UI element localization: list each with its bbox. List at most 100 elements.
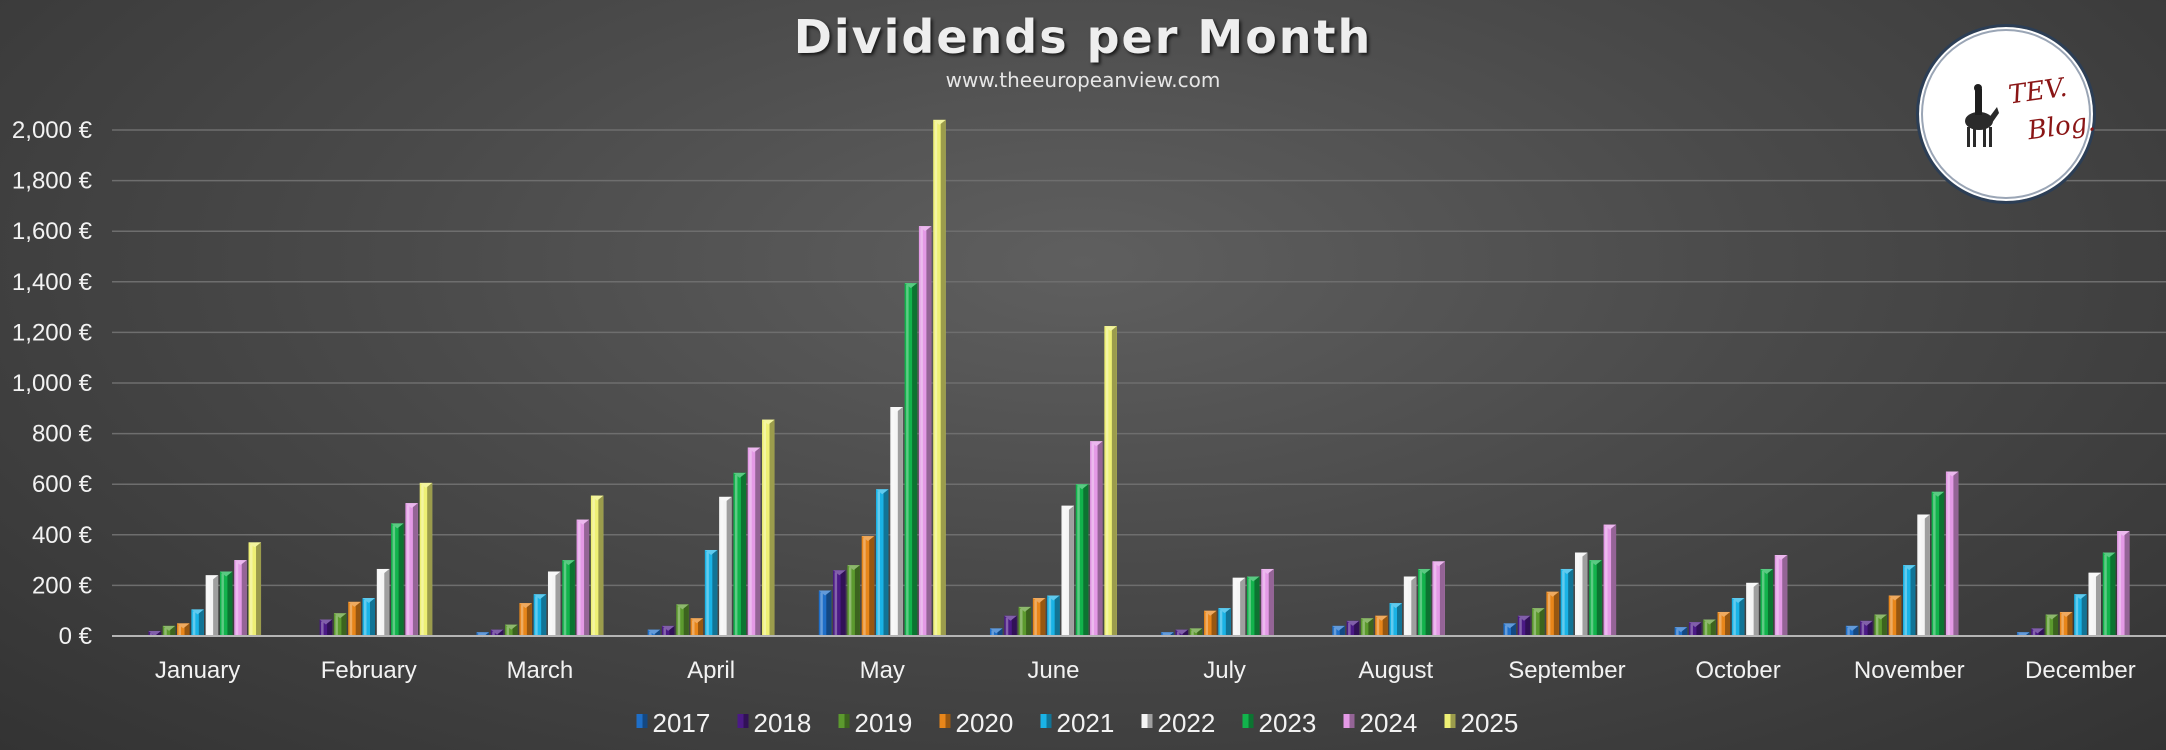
bar-shade [1339, 625, 1345, 636]
legend-swatch [1343, 714, 1355, 728]
bar-cap [1432, 561, 1445, 567]
bar-cap [647, 629, 661, 635]
legend-swatch [1242, 714, 1254, 728]
bar-shade [997, 628, 1003, 636]
bar-cap [547, 571, 561, 577]
legend-swatch [636, 714, 648, 728]
bar-cap [1688, 622, 1702, 628]
bar-cap [177, 623, 190, 629]
legend-item-2024: 2024 [1343, 708, 1417, 738]
bar-highlight [1519, 617, 1522, 635]
bar-2018-april [661, 625, 675, 636]
legend-swatch [737, 714, 749, 728]
bar-shade [1739, 598, 1745, 636]
bar-cap [519, 603, 532, 609]
bar-highlight [1020, 608, 1023, 635]
bar-highlight [877, 491, 880, 635]
legend-swatch [1040, 714, 1052, 728]
bar-highlight [1348, 622, 1351, 635]
bar-shade [256, 542, 262, 636]
legend-swatch-shade [1248, 714, 1254, 728]
bar-shade [1225, 608, 1231, 636]
bar-shade [669, 625, 675, 636]
bar-cap [234, 560, 247, 566]
bar-cap [1018, 606, 1032, 612]
bar-shade [1939, 491, 1945, 636]
bar-highlight [149, 632, 153, 635]
bar-highlight [677, 606, 681, 635]
bar-shade [1611, 524, 1617, 636]
logo-text: TEV. Blog. [2006, 66, 2098, 152]
bar-highlight [1776, 557, 1779, 635]
x-tick-label-june: June [1027, 657, 1079, 684]
bar-cap [2016, 632, 2030, 638]
bar-highlight [706, 551, 709, 635]
bar-cap [1075, 484, 1089, 490]
bar-shade [712, 549, 718, 636]
bar-shade [1054, 595, 1060, 636]
bar-shade [1525, 615, 1531, 636]
bar-shade [726, 496, 732, 636]
bar-shade [598, 495, 604, 636]
tev-blog-logo: TEV. Blog. [1916, 24, 2098, 204]
bar-highlight [1890, 597, 1893, 635]
bar-highlight [1262, 570, 1266, 635]
bar-shade [1596, 560, 1602, 636]
bar-shade [1710, 619, 1716, 636]
legend-item-2021: 2021 [1040, 708, 1114, 738]
bar-highlight [1219, 610, 1223, 635]
bar-shade [1881, 614, 1887, 636]
bar-cap [1917, 514, 1930, 520]
bar-cap [2074, 594, 2087, 600]
bar-cap [248, 542, 262, 548]
bar-cap [1004, 615, 1017, 621]
bar-highlight [2032, 630, 2036, 635]
legend-swatch-shade [945, 714, 951, 728]
bar-cap [419, 482, 433, 488]
bar-highlight [1590, 562, 1594, 635]
bar-highlight [549, 573, 552, 635]
legend-item-2017: 2017 [636, 708, 710, 738]
x-tick-label-april: April [687, 657, 735, 684]
bar-highlight [848, 567, 852, 635]
bar-shade [512, 624, 518, 636]
bar-shade [1211, 610, 1217, 636]
bar-cap [1532, 608, 1545, 614]
bar-shade [170, 625, 176, 636]
legend-item-2019: 2019 [838, 708, 912, 738]
bar-cap [1560, 568, 1574, 574]
bar-cap [2031, 628, 2044, 634]
bar-shade [1254, 576, 1260, 636]
bar-shade [826, 590, 832, 636]
bar-highlight [2061, 613, 2064, 635]
bar-shade [2095, 572, 2101, 636]
bar-2017-august [1332, 625, 1345, 636]
bar-highlight [1875, 616, 1879, 635]
bar-cap [391, 523, 404, 529]
bar-cap [219, 571, 233, 577]
bar-shade [698, 618, 704, 636]
bar-shade [1767, 568, 1773, 636]
bar-shade [1368, 618, 1374, 636]
y-tick-label: 600 € [32, 471, 93, 498]
bars [148, 119, 2130, 638]
legend-item-2025: 2025 [1444, 708, 1518, 738]
bar-cap [1332, 625, 1345, 631]
bar-highlight [178, 625, 182, 635]
bar-cap [1418, 568, 1431, 574]
legend: 2017 2018 2019 2020 2021 2022 2023 2024 2025 [636, 708, 1518, 738]
legend-item-2023: 2023 [1242, 708, 1316, 738]
bar-highlight [1077, 486, 1080, 635]
x-tick-label-january: January [155, 657, 240, 684]
bar-cap [1161, 632, 1174, 638]
y-axis-tick-labels: 0 € 200 € 400 € 600 € 800 € 1,000 € 1,200 € 1,4… [12, 117, 93, 650]
bar-shade [1853, 625, 1859, 636]
bar-shade [1411, 576, 1417, 636]
bar-cap [319, 619, 333, 625]
legend-swatch-shade [743, 714, 749, 728]
bar-shade [427, 482, 433, 636]
bar-highlight [2104, 554, 2107, 635]
legend-swatch [838, 714, 850, 728]
legend-swatch [1141, 714, 1153, 728]
bar-cap [1090, 441, 1103, 447]
